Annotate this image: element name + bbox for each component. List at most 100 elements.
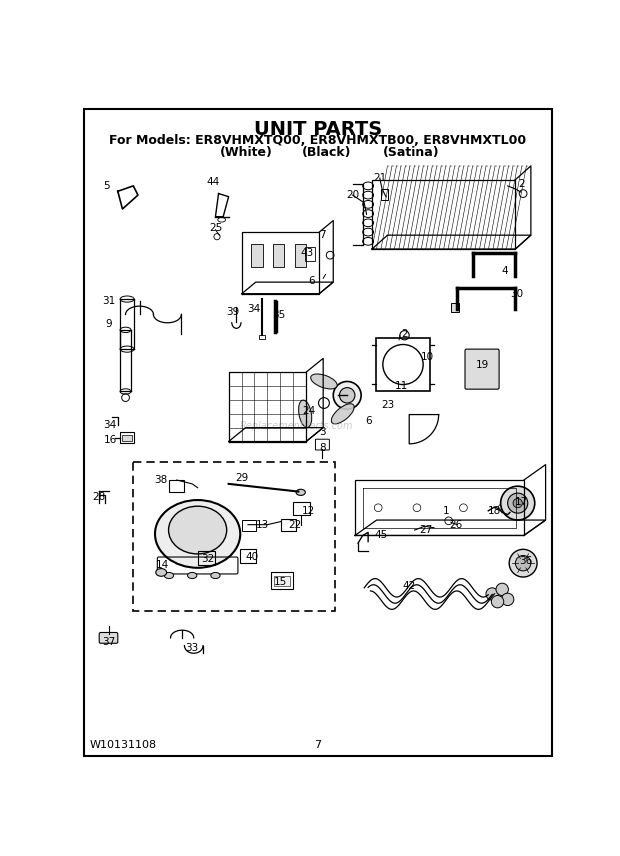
Ellipse shape xyxy=(363,237,373,245)
Text: 7: 7 xyxy=(314,740,321,750)
Text: 20: 20 xyxy=(346,190,359,200)
Circle shape xyxy=(501,486,534,520)
Circle shape xyxy=(491,596,503,608)
Text: 6: 6 xyxy=(308,276,315,287)
Text: 10: 10 xyxy=(421,352,435,362)
Text: 26: 26 xyxy=(449,520,463,530)
Bar xyxy=(451,303,459,312)
Text: 18: 18 xyxy=(488,506,501,516)
Text: W10131108: W10131108 xyxy=(90,740,157,750)
Ellipse shape xyxy=(120,327,131,333)
Ellipse shape xyxy=(155,500,241,568)
Text: For Models: ER8VHMXTQ00, ER8VHMXTB00, ER8VHMXTL00: For Models: ER8VHMXTQ00, ER8VHMXTB00, ER… xyxy=(109,134,526,146)
Ellipse shape xyxy=(296,490,306,496)
Circle shape xyxy=(515,556,531,571)
Text: 33: 33 xyxy=(185,643,199,653)
Circle shape xyxy=(486,588,498,600)
Ellipse shape xyxy=(363,219,373,227)
Bar xyxy=(251,244,263,267)
Text: 12: 12 xyxy=(302,506,315,516)
Bar xyxy=(241,550,255,563)
Text: 16: 16 xyxy=(104,435,117,445)
Text: 9: 9 xyxy=(105,319,112,330)
Text: 17: 17 xyxy=(515,496,528,507)
Bar xyxy=(273,244,285,267)
Text: 3: 3 xyxy=(319,427,326,437)
Ellipse shape xyxy=(120,296,134,302)
Text: 21: 21 xyxy=(373,173,386,183)
Text: 6: 6 xyxy=(365,416,371,425)
Text: 38: 38 xyxy=(154,475,168,485)
Text: 13: 13 xyxy=(255,520,268,530)
Bar xyxy=(306,247,315,261)
Ellipse shape xyxy=(331,404,354,424)
Circle shape xyxy=(508,493,528,513)
Text: 2: 2 xyxy=(401,329,408,339)
Bar xyxy=(381,189,388,199)
Circle shape xyxy=(496,583,508,596)
FancyBboxPatch shape xyxy=(99,633,118,643)
Text: (Satina): (Satina) xyxy=(383,146,439,159)
Text: 28: 28 xyxy=(92,492,106,502)
Text: 19: 19 xyxy=(476,360,489,370)
FancyBboxPatch shape xyxy=(465,349,499,389)
Text: 23: 23 xyxy=(381,401,394,410)
Ellipse shape xyxy=(363,210,373,217)
Text: 35: 35 xyxy=(272,310,286,320)
Ellipse shape xyxy=(363,191,373,199)
Circle shape xyxy=(334,382,361,409)
Circle shape xyxy=(509,550,537,577)
Circle shape xyxy=(340,388,355,403)
Text: 40: 40 xyxy=(246,552,259,562)
Ellipse shape xyxy=(120,389,131,394)
Bar xyxy=(259,336,265,339)
Bar xyxy=(293,502,310,515)
Text: 2: 2 xyxy=(518,180,525,189)
Bar xyxy=(120,432,134,443)
Text: 24: 24 xyxy=(302,406,315,416)
Ellipse shape xyxy=(363,229,373,236)
Text: UNIT PARTS: UNIT PARTS xyxy=(254,120,382,139)
Text: 36: 36 xyxy=(519,556,532,566)
Circle shape xyxy=(319,398,329,408)
Text: 44: 44 xyxy=(206,177,219,187)
Ellipse shape xyxy=(169,506,227,554)
Text: 42: 42 xyxy=(402,581,416,591)
Ellipse shape xyxy=(311,374,337,389)
Text: 43: 43 xyxy=(300,248,314,258)
Text: 1: 1 xyxy=(442,506,449,516)
Bar xyxy=(275,575,290,586)
Bar xyxy=(272,573,293,590)
Bar xyxy=(169,480,185,492)
Text: 30: 30 xyxy=(510,288,523,299)
Text: 22: 22 xyxy=(288,520,301,530)
Text: 29: 29 xyxy=(235,473,249,484)
Text: 27: 27 xyxy=(420,525,433,535)
Ellipse shape xyxy=(120,346,134,352)
Ellipse shape xyxy=(156,568,167,576)
Text: 15: 15 xyxy=(274,577,287,586)
Ellipse shape xyxy=(187,573,197,579)
Bar xyxy=(376,337,430,391)
Text: 37: 37 xyxy=(102,637,115,647)
Text: ReplacementParts.com: ReplacementParts.com xyxy=(239,421,353,431)
Ellipse shape xyxy=(363,182,373,190)
Bar xyxy=(133,461,335,611)
Text: 34: 34 xyxy=(247,304,261,314)
Bar xyxy=(242,520,255,531)
Text: 31: 31 xyxy=(102,296,115,306)
Text: 7: 7 xyxy=(319,230,326,241)
Bar xyxy=(198,551,215,565)
Text: 5: 5 xyxy=(104,181,110,191)
Ellipse shape xyxy=(363,200,373,208)
Text: 25: 25 xyxy=(209,223,222,233)
Text: 14: 14 xyxy=(156,560,169,570)
Text: 11: 11 xyxy=(395,381,408,391)
Ellipse shape xyxy=(211,573,220,579)
Bar xyxy=(294,244,306,267)
Text: 32: 32 xyxy=(201,554,215,563)
Text: 34: 34 xyxy=(104,419,117,430)
Text: (White): (White) xyxy=(220,146,273,159)
Bar xyxy=(123,435,131,441)
Bar xyxy=(280,519,296,531)
